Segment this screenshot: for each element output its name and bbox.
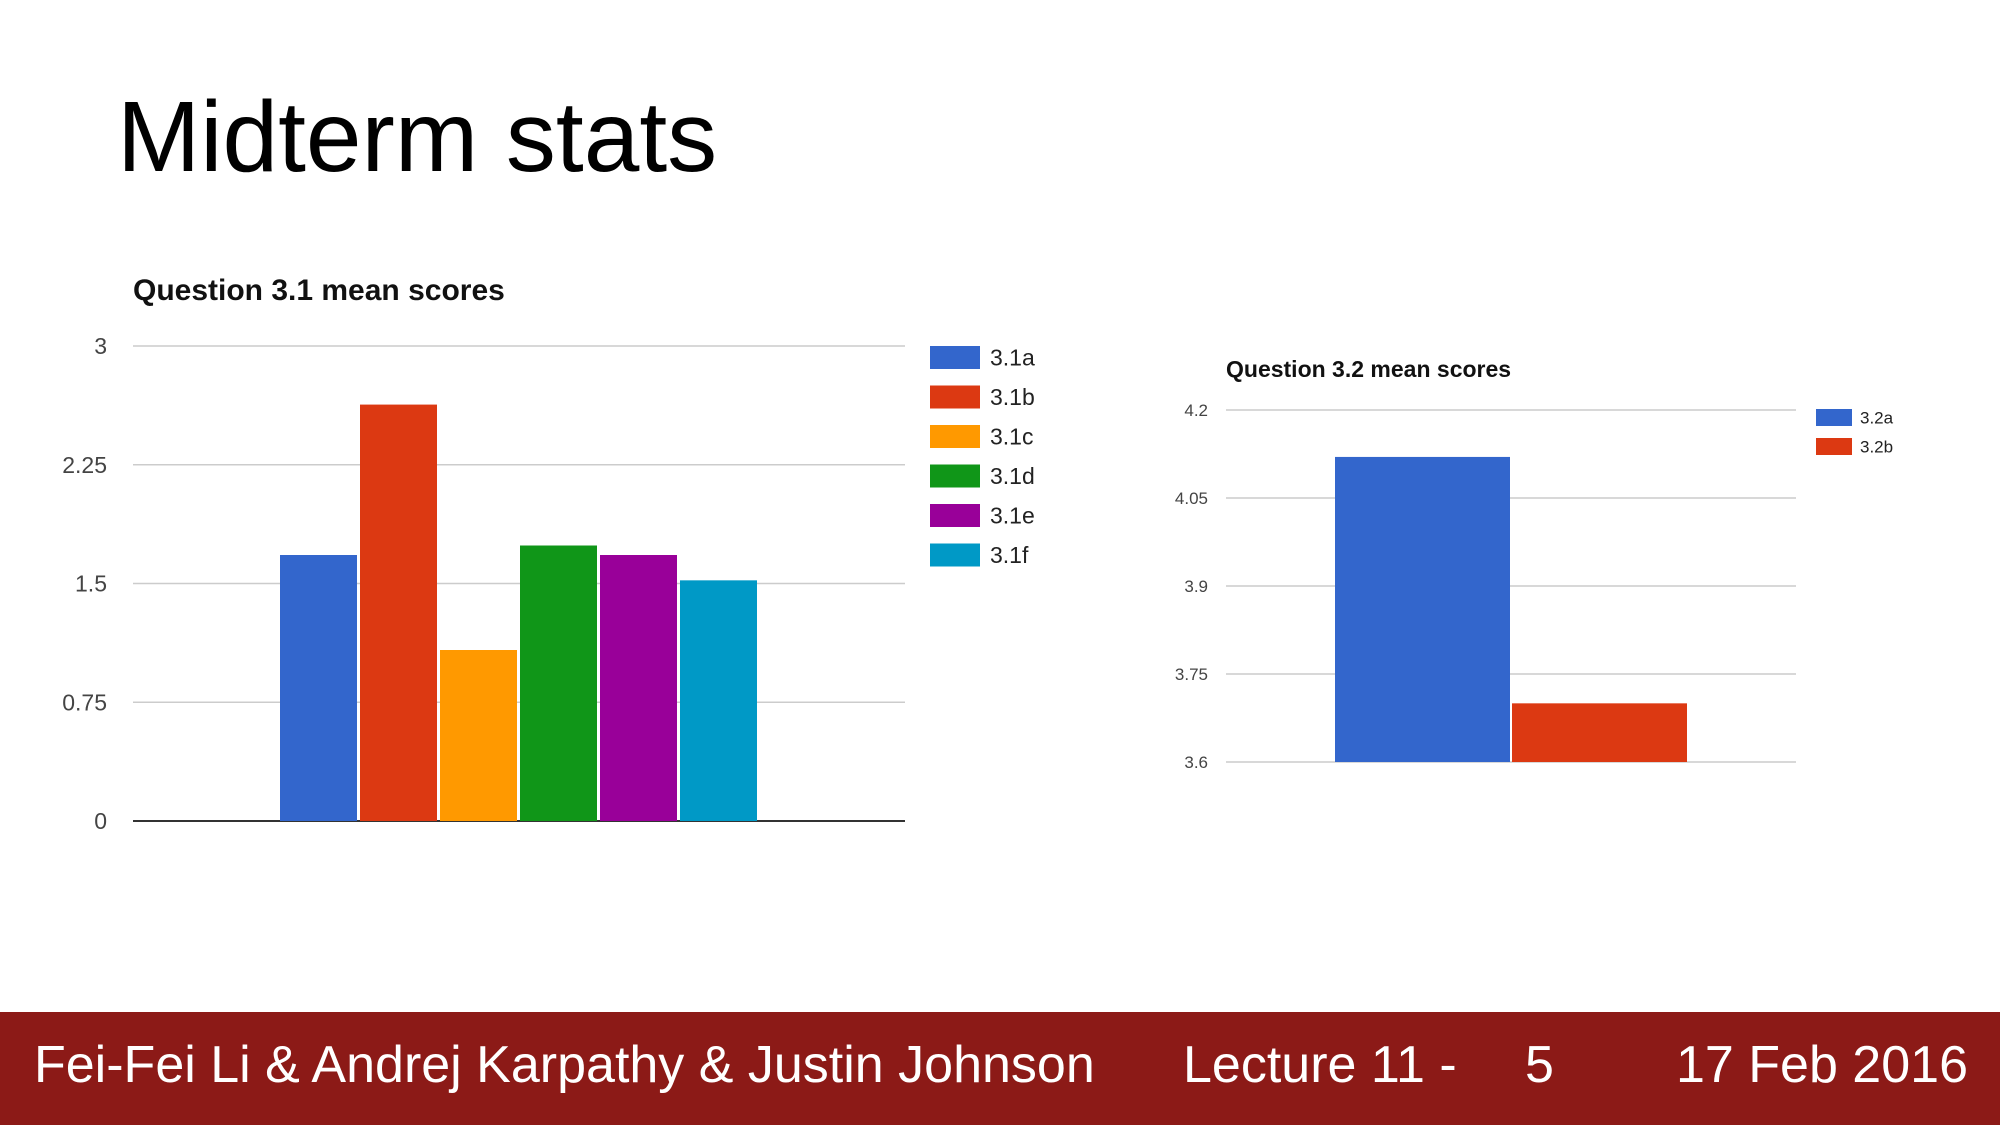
q31-bar-3-1a	[280, 555, 357, 821]
q31-legend-swatch-3-1e	[930, 504, 980, 527]
slide-title: Midterm stats	[117, 81, 718, 193]
q31-legend-label-3-1d: 3.1d	[990, 463, 1035, 489]
q31-legend-swatch-3-1b	[930, 385, 980, 409]
q32-legend-swatch-3-2b	[1816, 438, 1852, 455]
q31-legend-label-3-1e: 3.1e	[990, 503, 1035, 529]
q31-title: Question 3.1 mean scores	[133, 274, 505, 307]
q32-tick-label: 3.6	[1184, 753, 1208, 772]
q31-tick-label: 3	[94, 333, 107, 359]
q32-bar-3-2a	[1335, 456, 1510, 762]
q31-bar-3-1c	[440, 650, 517, 821]
q32-tick-label: 3.9	[1184, 577, 1208, 596]
q31-legend-label-3-1c: 3.1c	[990, 424, 1033, 450]
q32-legend-label-3-2a: 3.2a	[1860, 408, 1894, 427]
q31-legend-swatch-3-1f	[930, 543, 980, 567]
chart-question-3-1: Question 3.1 mean scores 0 0.75 1.5 2.25 3 3.1…	[62, 274, 1035, 834]
q31-legend-swatch-3-1a	[930, 346, 980, 369]
footer-lecture: Lecture 11 -	[1183, 1036, 1457, 1094]
q32-tick-label: 3.75	[1175, 665, 1208, 684]
footer-bar: Fei-Fei Li & Andrej Karpathy & Justin Jo…	[0, 1012, 2000, 1125]
q32-title: Question 3.2 mean scores	[1226, 356, 1511, 382]
q31-bar-3-1d	[520, 545, 597, 821]
q31-bar-3-1e	[600, 555, 677, 821]
footer-page-number: 5	[1525, 1036, 1554, 1094]
q31-tick-label: 0	[94, 808, 107, 834]
q32-bar-3-2b	[1512, 703, 1687, 762]
footer-date: 17 Feb 2016	[1675, 1036, 1968, 1094]
q31-legend-swatch-3-1d	[930, 464, 980, 488]
chart-question-3-2: Question 3.2 mean scores 3.6 3.75 3.9 4.05 4.…	[1175, 356, 1894, 772]
q32-legend-swatch-3-2a	[1816, 409, 1852, 426]
footer-authors: Fei-Fei Li & Andrej Karpathy & Justin Jo…	[34, 1036, 1095, 1094]
q32-tick-label: 4.05	[1175, 489, 1208, 508]
q31-legend-label-3-1a: 3.1a	[990, 345, 1035, 371]
q31-bar-3-1b	[360, 404, 437, 821]
q32-legend-label-3-2b: 3.2b	[1860, 437, 1893, 456]
q31-tick-label: 0.75	[62, 689, 107, 715]
q31-legend-label-3-1f: 3.1f	[990, 542, 1029, 568]
q31-legend-label-3-1b: 3.1b	[990, 384, 1035, 410]
q31-bar-3-1f	[680, 580, 757, 821]
q31-tick-label: 1.5	[75, 571, 107, 597]
q32-tick-label: 4.2	[1184, 401, 1208, 420]
q31-legend-swatch-3-1c	[930, 425, 980, 448]
q31-tick-label: 2.25	[62, 452, 107, 478]
